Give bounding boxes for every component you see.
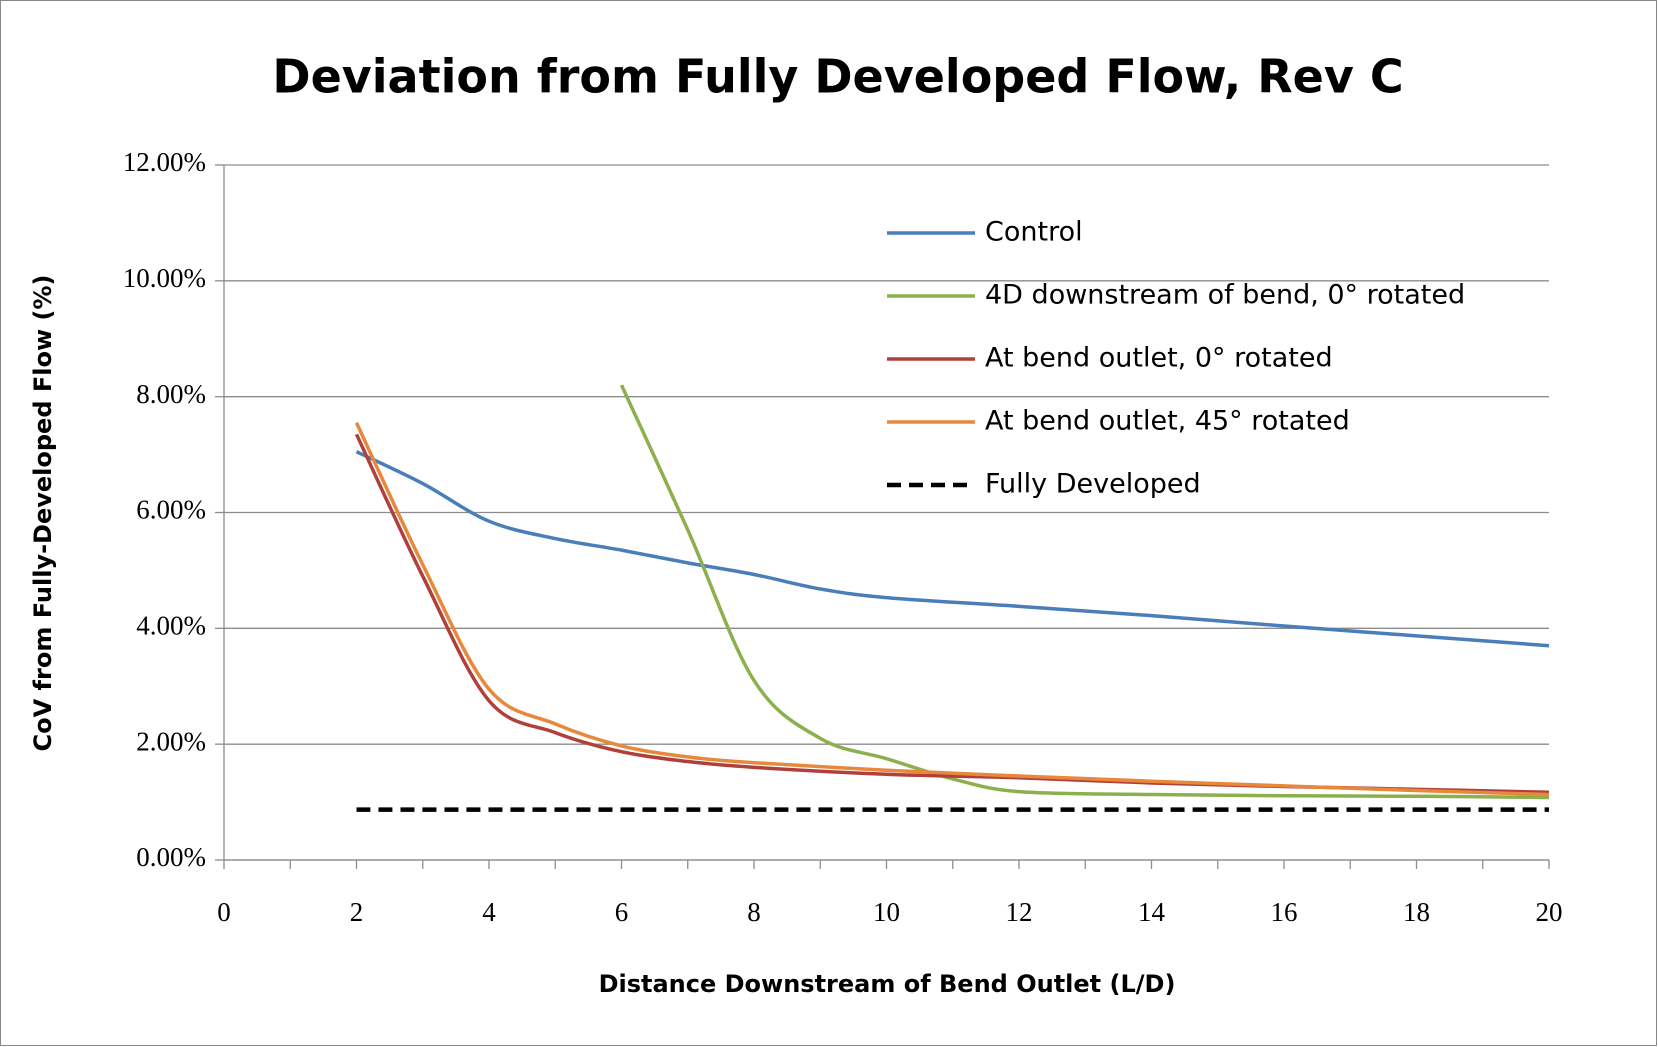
- line-series: [355, 450, 1550, 648]
- x-tick-label: 8: [747, 897, 761, 927]
- y-tick-label: 6.00%: [136, 495, 206, 525]
- line-series: [354, 421, 1550, 797]
- line-series: [619, 384, 1550, 800]
- legend-label: At bend outlet, 0° rotated: [985, 343, 1333, 374]
- x-tick-label: 18: [1403, 897, 1430, 927]
- legend-label: Control: [985, 217, 1083, 248]
- x-axis-label: Distance Downstream of Bend Outlet (L/D): [599, 970, 1176, 998]
- y-axis-label: CoV from Fully-Developed Flow (%): [29, 275, 57, 752]
- chart-title: Deviation from Fully Developed Flow, Rev…: [272, 50, 1403, 104]
- y-tick-label: 2.00%: [136, 726, 206, 756]
- x-tick-label: 2: [350, 897, 364, 927]
- y-tick-label: 0.00%: [136, 842, 206, 872]
- x-tick-label: 14: [1138, 897, 1166, 927]
- y-tick-label: 10.00%: [123, 263, 206, 293]
- legend-label: Fully Developed: [985, 469, 1201, 500]
- x-tick-label: 6: [615, 897, 629, 927]
- x-tick-label: 16: [1271, 897, 1298, 927]
- x-tick-label: 0: [217, 897, 231, 927]
- legend-label: 4D downstream of bend, 0° rotated: [985, 280, 1465, 311]
- x-tick-label: 20: [1536, 897, 1563, 927]
- y-tick-label: 4.00%: [136, 611, 206, 641]
- y-tick-label: 8.00%: [136, 379, 206, 409]
- x-tick-label: 12: [1006, 897, 1033, 927]
- legend-label: At bend outlet, 45° rotated: [985, 406, 1350, 437]
- x-tick-label: 10: [873, 897, 900, 927]
- x-tick-label: 4: [482, 897, 496, 927]
- y-tick-label: 12.00%: [123, 147, 206, 177]
